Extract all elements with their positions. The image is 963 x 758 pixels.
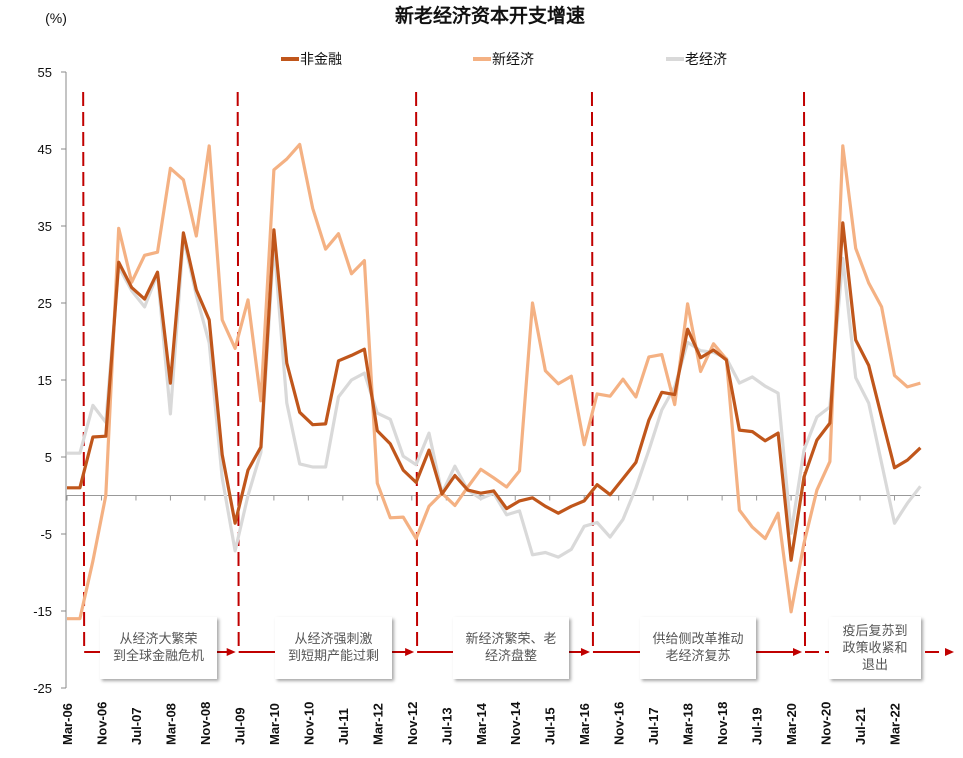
phase-divider-line bbox=[803, 91, 807, 653]
phase-divider-line bbox=[236, 91, 240, 653]
x-tick-label: Nov-12 bbox=[405, 702, 420, 745]
phase-annotation-line: 到短期产能过剩 bbox=[287, 649, 379, 664]
x-tick-label: Jul-07 bbox=[129, 707, 144, 745]
phase-divider-line bbox=[82, 91, 86, 653]
legend-label: 新经济 bbox=[492, 52, 534, 68]
arrowhead-icon bbox=[945, 648, 954, 656]
x-tick-label: Mar-12 bbox=[370, 703, 385, 745]
x-tick-label: Mar-20 bbox=[784, 703, 799, 745]
phase-annotation-line: 从经济大繁荣 bbox=[119, 632, 198, 647]
x-tick-label: Nov-16 bbox=[612, 702, 627, 745]
y-tick-label: 55 bbox=[38, 65, 52, 80]
x-tick-label: Nov-20 bbox=[819, 702, 834, 745]
phase-annotation-box: 从经济大繁荣 到全球金融危机 bbox=[100, 617, 217, 679]
legend-label: 非金融 bbox=[300, 52, 342, 68]
phase-annotation-line: 供给侧改革推动 bbox=[652, 632, 744, 647]
series-line-1 bbox=[67, 221, 922, 562]
phase-divider-line bbox=[415, 91, 419, 653]
phase-annotation-line: 新经济繁荣、老 bbox=[465, 632, 557, 647]
x-tick-label: Mar-08 bbox=[163, 703, 178, 745]
phase-annotation-line: 经济盘整 bbox=[484, 649, 537, 664]
x-tick-label: Nov-06 bbox=[94, 702, 109, 745]
y-axis-unit: (%) bbox=[45, 10, 67, 26]
phase-annotation-box: 疫后复苏到 政策收紧和 退出 bbox=[829, 617, 921, 679]
x-tick-label: Mar-22 bbox=[888, 703, 903, 745]
x-tick-label: Nov-14 bbox=[508, 701, 523, 745]
phase-annotation-line: 退出 bbox=[861, 657, 888, 673]
phase-annotation-box: 供给侧改革推动 老经济复苏 bbox=[640, 617, 756, 679]
phase-annotation-line: 疫后复苏到 bbox=[842, 623, 908, 639]
x-tick-label: Mar-06 bbox=[60, 703, 75, 745]
x-tick-label: Mar-18 bbox=[681, 703, 696, 745]
y-tick-label: -5 bbox=[40, 527, 52, 542]
x-tick-label: Jul-21 bbox=[853, 707, 868, 745]
x-tick-label: Mar-14 bbox=[474, 702, 489, 745]
x-tick-label: Jul-15 bbox=[543, 707, 558, 745]
x-tick-label: Nov-18 bbox=[715, 702, 730, 745]
phase-annotation-line: 政策收紧和 bbox=[842, 640, 908, 656]
x-tick-label: Jul-17 bbox=[646, 707, 661, 745]
phase-annotation-box: 从经济强刺激 到短期产能过剩 bbox=[275, 617, 392, 679]
arrowhead-icon bbox=[226, 648, 236, 656]
y-tick-label: 15 bbox=[38, 373, 52, 388]
series-line-2 bbox=[67, 142, 921, 621]
phase-annotation-line: 从经济强刺激 bbox=[294, 632, 373, 647]
x-tick-label: Mar-16 bbox=[577, 703, 592, 745]
x-tick-label: Nov-10 bbox=[301, 702, 316, 745]
arrowhead-icon bbox=[580, 648, 590, 656]
arrowhead-icon bbox=[793, 648, 803, 656]
phase-annotation-line: 老经济复苏 bbox=[665, 649, 731, 664]
y-tick-label: -25 bbox=[33, 681, 52, 696]
x-tick-label: Jul-09 bbox=[232, 707, 247, 745]
phase-divider-line bbox=[590, 91, 594, 653]
phase-annotation-box: 新经济繁荣、老 经济盘整 bbox=[453, 617, 569, 679]
x-tick-label: Jul-13 bbox=[439, 707, 454, 745]
arrowhead-icon bbox=[405, 648, 415, 656]
y-tick-label: 45 bbox=[38, 142, 52, 157]
legend-label: 老经济 bbox=[685, 52, 727, 68]
phase-annotation-line: 到全球金融危机 bbox=[112, 649, 204, 664]
x-tick-label: Nov-08 bbox=[198, 702, 213, 745]
y-tick-label: 5 bbox=[45, 450, 52, 465]
legend: 非金融 新经济 老经济 bbox=[281, 52, 727, 68]
x-tick-label: Mar-10 bbox=[267, 703, 282, 745]
y-tick-label: -15 bbox=[33, 604, 52, 619]
x-tick-label: Jul-19 bbox=[750, 707, 765, 745]
x-tick-label: Jul-11 bbox=[336, 708, 351, 745]
chart-title: 新老经济资本开支增速 bbox=[395, 4, 585, 27]
y-tick-label: 25 bbox=[38, 296, 52, 311]
y-tick-label: 35 bbox=[38, 219, 52, 234]
